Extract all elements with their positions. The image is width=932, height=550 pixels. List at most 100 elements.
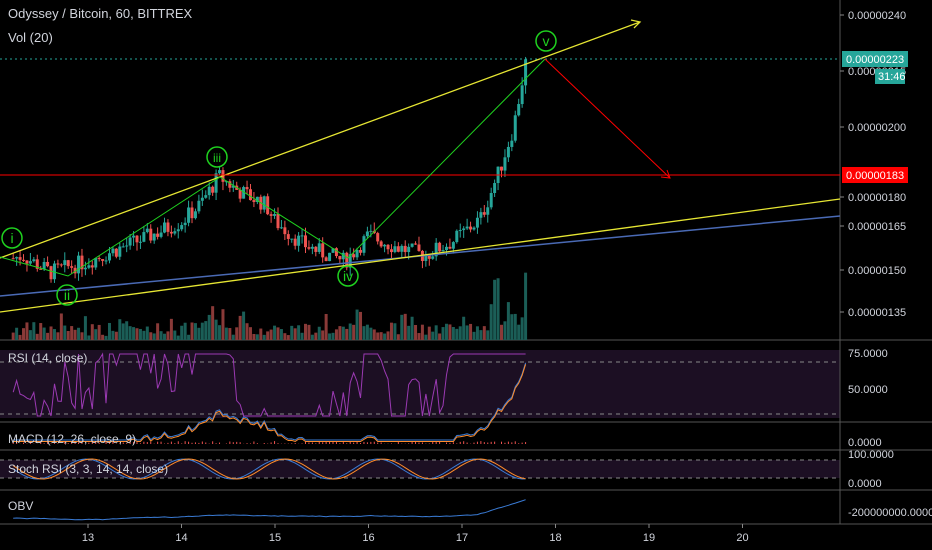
wave-label-circle [535, 30, 557, 52]
volume-bar [56, 332, 60, 340]
volume-bar [383, 333, 387, 340]
channel-arrowhead [630, 19, 642, 29]
volume-bar [218, 325, 222, 340]
candle-body [493, 183, 497, 193]
candle-body [376, 233, 380, 242]
candle-body [32, 259, 36, 262]
candle-body [107, 253, 111, 261]
candle-body [393, 246, 397, 253]
candle-body [448, 246, 452, 249]
indicator-axis-tick: 0.0000 [848, 437, 882, 449]
candle-body [314, 246, 318, 252]
candle-body [121, 246, 125, 248]
volume-bar [300, 332, 304, 340]
candle-body [513, 115, 517, 141]
candle-body [338, 256, 342, 260]
obv-line [13, 499, 526, 521]
volume-bar [451, 327, 455, 340]
candle-body [424, 255, 428, 261]
candle-body [231, 185, 235, 188]
volume-bar [138, 328, 142, 340]
volume-bar [224, 327, 228, 340]
volume-bar [307, 324, 311, 340]
volume-bar [331, 332, 335, 340]
volume-bar [472, 331, 476, 340]
candle-body [52, 263, 56, 280]
volume-bar [269, 329, 273, 340]
candle-body [389, 249, 393, 253]
candle-body [197, 200, 201, 212]
volume-bar [376, 332, 380, 340]
volume-bar [180, 325, 184, 340]
volume-bar [372, 329, 376, 340]
indicator-axis-tick: 75.0000 [848, 348, 888, 360]
candle-body [386, 244, 390, 250]
candle-body [369, 230, 373, 232]
candle-body [42, 261, 46, 269]
candle-body [310, 246, 314, 249]
volume-bar [197, 327, 201, 340]
volume-bar [132, 327, 136, 340]
candle-body [465, 226, 469, 229]
candle-body [400, 245, 404, 252]
volume-bar [266, 331, 270, 340]
volume-bar [63, 325, 67, 340]
volume-bar [469, 323, 473, 340]
candle-body [104, 260, 108, 262]
volume-bar [500, 324, 504, 340]
candle-body [396, 246, 400, 252]
candle-body [462, 228, 466, 231]
candle-body [242, 187, 246, 199]
rsi-pane-band [0, 350, 840, 418]
volume-bar [455, 328, 459, 340]
volume-bar [297, 325, 301, 340]
volume-bar [252, 333, 256, 340]
candle-body [407, 246, 411, 253]
volume-bar [496, 278, 500, 340]
volume-bar [303, 323, 307, 340]
volume-bar [379, 332, 383, 340]
candle-body [128, 237, 132, 246]
volume-bar [424, 334, 428, 340]
target-price-value: 0.00000183 [846, 170, 904, 182]
volume-bar [52, 329, 56, 340]
volume-bar [317, 326, 321, 340]
candle-body [517, 104, 521, 116]
volume-bar [204, 321, 208, 340]
candle-body [28, 261, 32, 264]
stoch-k-line [12, 458, 526, 480]
candle-body [348, 254, 352, 268]
candle-body [252, 200, 256, 203]
volume-bar [149, 332, 153, 340]
volume-bar [352, 324, 356, 340]
time-axis-tick: 14 [175, 532, 187, 544]
volume-bar [142, 330, 146, 340]
volume-bar [369, 327, 373, 340]
volume-bar [503, 321, 507, 340]
last-price-tag [842, 51, 908, 67]
chart-title: Odyssey / Bitcoin, 60, BITTREX [8, 6, 193, 21]
volume-bar [77, 327, 81, 340]
volume-bar [448, 324, 452, 340]
volume-bar [35, 333, 39, 340]
volume-bar [279, 329, 283, 340]
candle-body [70, 266, 74, 268]
volume-bar [22, 328, 26, 340]
volume-bar [18, 334, 22, 340]
candle-body [159, 232, 163, 237]
candle-body [293, 238, 297, 246]
candle-body [273, 214, 277, 216]
volume-bar [114, 331, 118, 340]
candle-body [200, 197, 204, 201]
candle-body [500, 166, 504, 171]
volume-bar [345, 328, 349, 340]
candle-body [97, 258, 101, 260]
candle-body [479, 212, 483, 218]
candle-body [362, 236, 366, 253]
candle-body [379, 241, 383, 247]
volume-bar [125, 321, 129, 340]
macd-label: MACD (12, 26, close, 9) [8, 432, 137, 446]
volume-bar [420, 324, 424, 340]
